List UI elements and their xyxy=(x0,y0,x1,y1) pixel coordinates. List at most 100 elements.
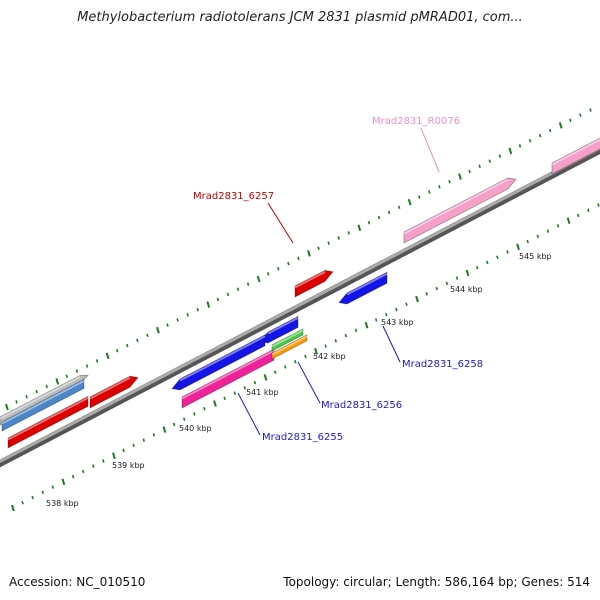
tick-mark xyxy=(256,275,261,283)
tick-mark xyxy=(405,302,408,306)
feature-red-gene-2-highlight xyxy=(89,376,131,400)
tick-mark xyxy=(223,396,226,401)
tick-mark xyxy=(465,269,470,277)
tick-mark xyxy=(226,292,230,297)
tick-mark xyxy=(182,417,186,421)
tick-mark xyxy=(385,312,388,317)
tick-mark xyxy=(314,347,318,355)
tick-mark xyxy=(354,328,358,333)
tick-mark xyxy=(203,407,206,411)
tick-mark xyxy=(516,243,520,251)
scale-labels: 538 kbp 539 kbp 540 kbp 541 kbp 542 kbp 543 k… xyxy=(46,252,552,508)
tick-mark xyxy=(546,229,550,233)
tick-mark xyxy=(122,448,125,453)
tick-mark xyxy=(176,318,179,322)
feature-mrad2831-6257-highlight xyxy=(294,271,326,289)
label-leader-line xyxy=(267,202,294,244)
tick-mark xyxy=(136,338,139,343)
tick-mark xyxy=(397,205,401,210)
tick-mark xyxy=(45,384,48,389)
tick-mark xyxy=(102,459,105,463)
tick-mark xyxy=(407,198,412,206)
tick-mark xyxy=(253,380,257,385)
feature-label-mrad2831_6256: Mrad2831_6256 xyxy=(321,400,402,411)
tick-mark xyxy=(324,344,327,348)
feature-red-gene xyxy=(7,395,89,449)
tick-mark xyxy=(589,108,592,112)
tick-mark xyxy=(11,504,15,512)
tick-mark xyxy=(115,348,119,353)
tick-mark xyxy=(445,281,449,286)
plasmid-backbone xyxy=(0,146,600,468)
tick-mark xyxy=(435,286,439,291)
label-leader-line xyxy=(297,361,321,404)
tick-mark xyxy=(506,250,509,254)
feature-blue-gene-small-highlight xyxy=(267,317,299,335)
tick-mark xyxy=(458,173,462,180)
feature-mrad2831-6255 xyxy=(181,348,275,409)
feature-orange-gene xyxy=(271,334,308,360)
label-leader-line xyxy=(382,325,401,363)
feature-mrad2831-r0076-highlight xyxy=(403,178,509,235)
tick-mark xyxy=(92,464,95,468)
scale-label: 543 kbp xyxy=(381,318,414,327)
feature-mrad2831-6258-highlight xyxy=(346,272,388,296)
tick-mark xyxy=(438,185,441,189)
backbone-shadow xyxy=(0,146,600,468)
tick-mark xyxy=(206,301,211,308)
feature-red-gene-highlight xyxy=(7,397,89,441)
genome-summary-text: Topology: circular; Length: 586,164 bp; … xyxy=(283,575,590,589)
tick-mark xyxy=(425,292,428,296)
tick-mark xyxy=(95,359,99,363)
feature-gray-gene-highlight xyxy=(0,376,81,420)
tick-mark xyxy=(105,352,110,360)
feature-labels: Mrad2831_6257 Mrad2831_R0076 Mrad2831_6258… xyxy=(193,116,483,443)
scale-label: 539 kbp xyxy=(112,461,145,470)
tick-mark xyxy=(31,495,34,500)
tick-mark xyxy=(65,374,69,379)
tick-mark xyxy=(448,179,451,184)
tick-row-inner xyxy=(11,203,600,512)
tick-mark xyxy=(61,478,66,486)
tick-mark xyxy=(536,234,540,239)
tick-mark xyxy=(193,412,196,416)
tick-mark xyxy=(317,246,320,250)
feature-label-mrad2831_r0076: Mrad2831_R0076 xyxy=(372,116,460,127)
tick-mark xyxy=(213,400,217,407)
tick-mark xyxy=(377,215,381,220)
tick-mark xyxy=(246,282,250,286)
scale-label: 538 kbp xyxy=(46,499,79,508)
tick-mark xyxy=(347,231,351,235)
tick-mark xyxy=(304,354,307,359)
feature-steelblue-gene-highlight xyxy=(1,379,85,425)
feature-mrad2831-6258 xyxy=(338,271,388,305)
tick-mark xyxy=(418,195,421,199)
feature-green-gene xyxy=(271,328,304,352)
map-title: Methylobacterium radiotolerans JCM 2831 … xyxy=(77,10,523,25)
tick-mark xyxy=(162,426,167,433)
tick-mark xyxy=(597,203,600,207)
tick-mark xyxy=(5,403,9,411)
feature-mrad2831-6256 xyxy=(171,334,266,391)
accession-text: Accession: NC_010510 xyxy=(9,575,146,589)
feature-pink-gene-right-highlight xyxy=(551,138,600,166)
tick-mark xyxy=(277,267,280,271)
scale-label: 544 kbp xyxy=(450,285,483,294)
tick-mark xyxy=(475,265,479,270)
tick-mark xyxy=(81,469,85,474)
tick-mark xyxy=(307,250,311,257)
feature-label-mrad2831_6255: Mrad2831_6255 xyxy=(262,432,343,443)
tick-mark xyxy=(387,210,391,215)
tick-mark xyxy=(287,261,290,266)
tick-mark xyxy=(327,241,330,245)
scale-label: 541 kbp xyxy=(246,388,279,397)
scale-label: 545 kbp xyxy=(519,252,552,261)
tick-mark xyxy=(587,208,590,212)
tick-mark xyxy=(455,276,459,280)
tick-mark xyxy=(337,236,340,240)
tick-mark xyxy=(528,138,532,143)
tick-mark xyxy=(538,133,542,138)
tick-mark xyxy=(577,213,580,218)
tick-mark xyxy=(85,364,89,368)
tick-mark xyxy=(374,318,378,322)
